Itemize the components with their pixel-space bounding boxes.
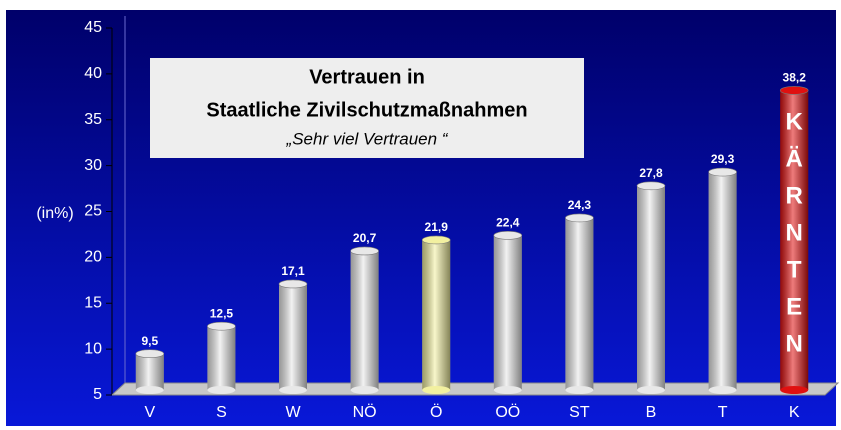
bar <box>779 86 809 394</box>
data-label: 22,4 <box>496 216 520 230</box>
bar-top <box>779 86 809 95</box>
y-tick-label: 40 <box>84 65 102 82</box>
data-label: 29,3 <box>711 152 735 166</box>
bar-top <box>708 167 737 177</box>
x-tick-label: T <box>718 404 728 421</box>
x-tick-label: V <box>144 404 155 421</box>
bar-bottom <box>493 386 522 394</box>
data-label: 27,8 <box>639 166 663 180</box>
bar-top <box>207 321 236 331</box>
bar-shade <box>708 172 737 390</box>
y-axis-label: (in%) <box>36 205 73 222</box>
bar <box>350 246 379 394</box>
y-tick-label: 15 <box>84 294 102 311</box>
title-box <box>150 58 584 158</box>
y-tick-label: 25 <box>84 203 102 220</box>
bar-shade <box>780 90 809 390</box>
bar-shade <box>493 235 522 390</box>
y-tick-label: 45 <box>84 19 102 36</box>
bar-bottom <box>565 386 594 394</box>
bar-top <box>565 213 594 223</box>
x-tick-label: K <box>789 404 800 421</box>
chart-title: Vertrauen in <box>309 66 425 88</box>
x-tick-label: NÖ <box>353 403 377 421</box>
chart-note: „Sehr viel Vertrauen “ <box>286 129 449 148</box>
data-label: 20,7 <box>353 231 377 245</box>
data-label: 21,9 <box>425 220 449 234</box>
bar <box>421 235 451 394</box>
bar-top <box>421 235 451 245</box>
bar-bottom <box>350 386 379 394</box>
bar <box>708 167 737 394</box>
bar-bottom <box>780 386 809 394</box>
bar-bottom <box>279 386 307 394</box>
bar-top <box>350 246 379 256</box>
bar-top <box>636 181 666 191</box>
x-tick-label: W <box>285 404 301 421</box>
bar-shade <box>637 185 665 390</box>
bar-bottom <box>135 386 164 394</box>
bar-top <box>493 231 523 240</box>
bar-bottom <box>708 386 737 394</box>
bar <box>278 279 308 394</box>
bar-top <box>135 349 165 359</box>
x-tick-label: Ö <box>430 403 442 421</box>
data-label: 38,2 <box>783 71 807 85</box>
bar-shade <box>279 283 307 390</box>
data-label: 24,3 <box>568 198 592 212</box>
y-tick-label: 20 <box>84 249 102 266</box>
bar-shade <box>207 326 236 390</box>
x-tick-label: B <box>646 404 657 421</box>
y-tick-label: 35 <box>84 111 102 128</box>
y-tick-label: 10 <box>84 340 102 357</box>
bar-top <box>278 279 308 289</box>
bar <box>135 349 165 394</box>
bar-shade <box>135 353 164 390</box>
data-label: 17,1 <box>281 264 305 278</box>
data-label: 12,5 <box>210 306 234 320</box>
y-tick-label: 30 <box>84 157 102 174</box>
bar <box>493 231 523 394</box>
y-tick-label: 5 <box>93 386 102 403</box>
bar <box>565 213 594 394</box>
annotation: KÄRNTEN <box>781 108 808 367</box>
bar <box>207 321 236 394</box>
bar-bottom <box>637 386 665 394</box>
bar-bottom <box>207 386 236 394</box>
x-tick-label: S <box>216 404 227 421</box>
bar-shade <box>350 250 379 390</box>
x-tick-label: ST <box>569 404 590 421</box>
bar <box>636 181 666 394</box>
x-tick-label: OÖ <box>495 403 520 421</box>
bar-shade <box>565 217 594 390</box>
bar-shade <box>422 239 451 390</box>
chart-subtitle: Staatliche Zivilschutzmaßnahmen <box>206 99 527 121</box>
data-label: 9,5 <box>141 334 158 348</box>
bar-bottom <box>422 386 451 394</box>
